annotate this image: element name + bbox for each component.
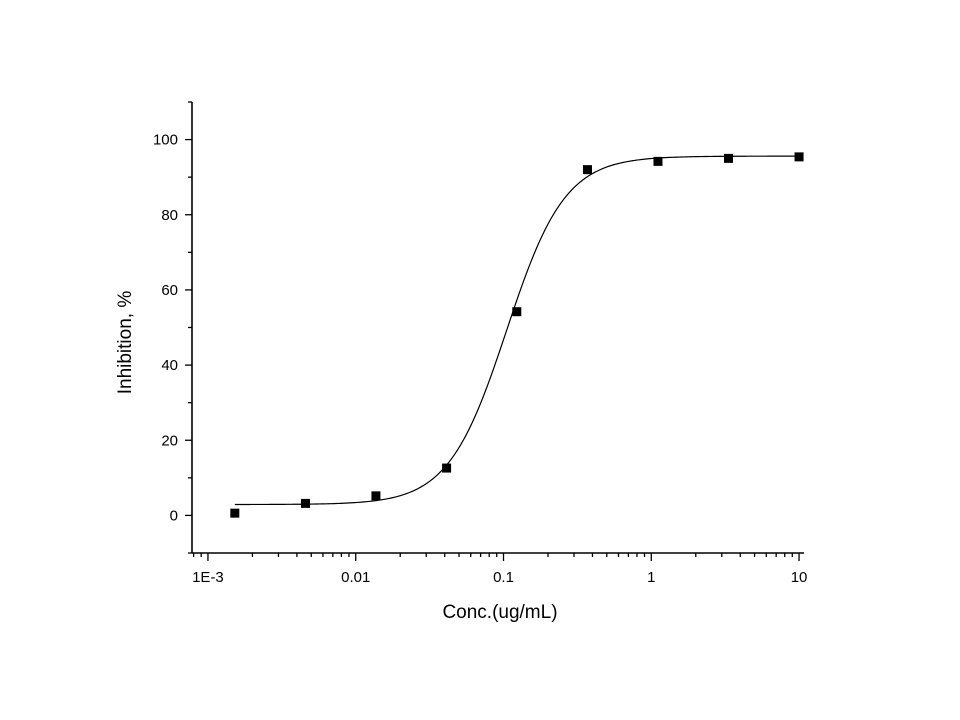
y-tick-label: 80	[161, 207, 178, 224]
y-axis-title: Inhibition, %	[115, 291, 136, 395]
y-tick-label: 0	[170, 507, 178, 524]
x-tick-label: 10	[791, 569, 808, 586]
data-points	[230, 152, 804, 518]
data-point	[300, 498, 310, 508]
x-tick-label: 0.01	[341, 569, 370, 586]
data-point	[442, 463, 452, 473]
y-tick-label: 20	[161, 432, 178, 449]
data-point	[230, 508, 240, 518]
y-tick-label: 100	[153, 132, 178, 149]
plot-area	[230, 152, 804, 518]
x-tick-label: 1E-3	[192, 569, 224, 586]
data-point	[371, 491, 381, 501]
y-tick-label: 60	[161, 282, 178, 299]
x-axis: 1E-3 0.01 0.1 1 10	[192, 552, 808, 586]
x-axis-title: Conc.(ug/mL)	[442, 602, 557, 623]
data-point	[512, 307, 522, 317]
data-point	[582, 165, 592, 175]
data-point	[794, 152, 804, 162]
data-point	[723, 153, 733, 163]
x-tick-label: 1	[647, 569, 655, 586]
y-tick-label: 40	[161, 357, 178, 374]
data-point	[653, 156, 663, 166]
x-tick-label: 0.1	[493, 569, 514, 586]
y-axis: 0 20 40 60 80 100	[153, 101, 193, 554]
fit-curve	[234, 155, 800, 506]
